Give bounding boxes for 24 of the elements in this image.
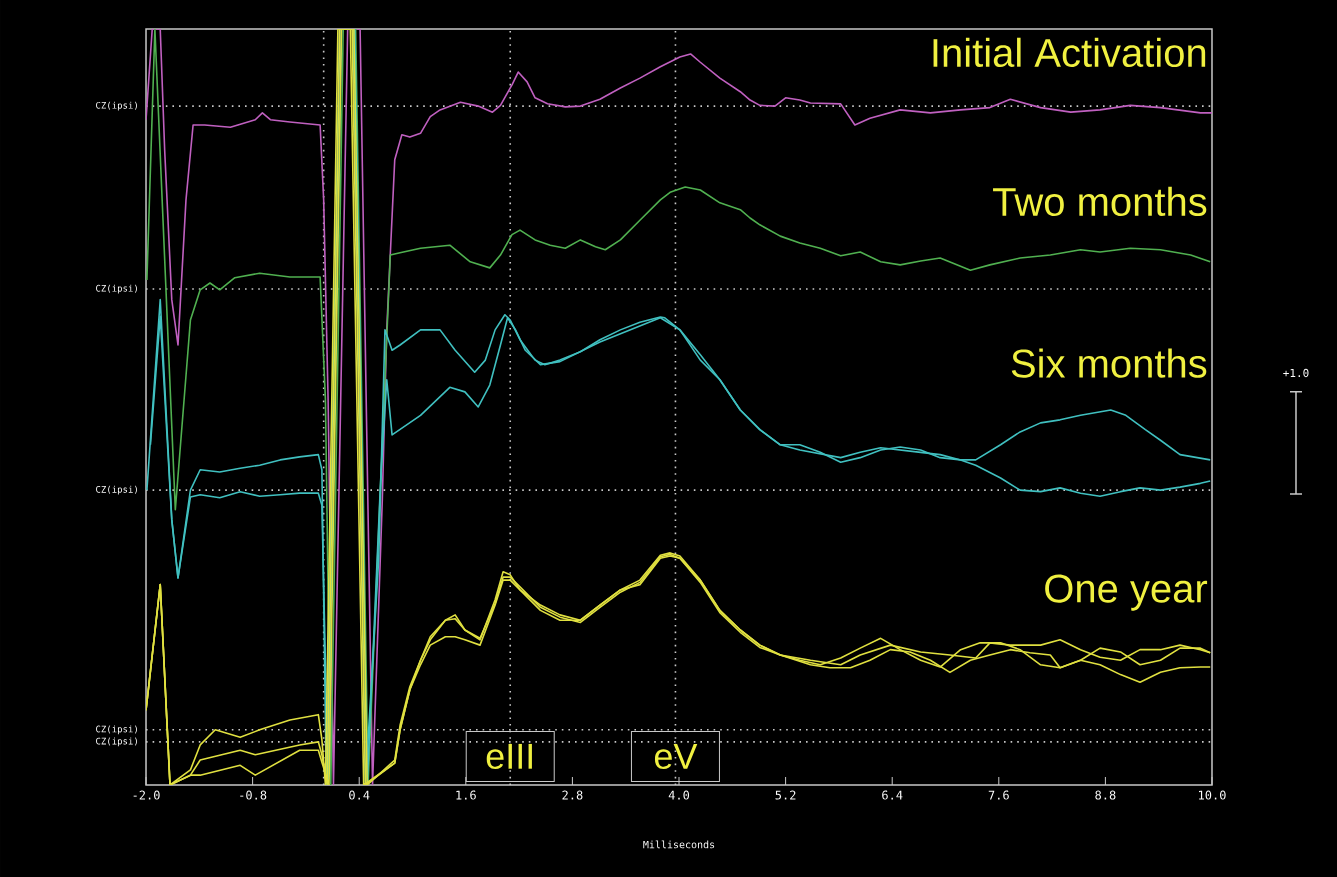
ref-line-label: CZ(ipsi) (96, 485, 137, 495)
series-label: Six months (1011, 348, 1207, 378)
x-tick-label: 7.6 (988, 790, 1009, 800)
ref-line-label: eV (654, 743, 698, 770)
ref-line-label: CZ(ipsi) (96, 284, 137, 294)
series-label: Initial Activation (933, 37, 1206, 68)
x-tick-label: 1.6 (456, 790, 476, 800)
x-tick-label: 10.0 (1198, 790, 1226, 800)
x-tick-label: 6.4 (882, 790, 903, 800)
x-tick-label: -0.8 (240, 790, 267, 800)
x-tick-label: -2.0 (133, 790, 160, 800)
ref-line-label: eIII (486, 743, 532, 770)
x-tick-label: 4.0 (668, 790, 690, 800)
series-label: Two months (993, 186, 1207, 217)
ref-line-label: CZ(ipsi) (96, 101, 137, 111)
x-tick-label: 0.4 (349, 790, 370, 800)
ref-line-label: CZ(ipsi) (96, 737, 137, 747)
x-tick-label: 8.8 (1095, 790, 1116, 800)
x-tick-label: 2.8 (562, 790, 583, 800)
x-tick-label: 5.2 (775, 790, 796, 800)
ref-line-label: CZ(ipsi) (96, 725, 137, 735)
x-axis-title: Milliseconds (643, 840, 715, 849)
text: +1.0 (1283, 368, 1309, 378)
series-label: One year (1045, 574, 1208, 611)
